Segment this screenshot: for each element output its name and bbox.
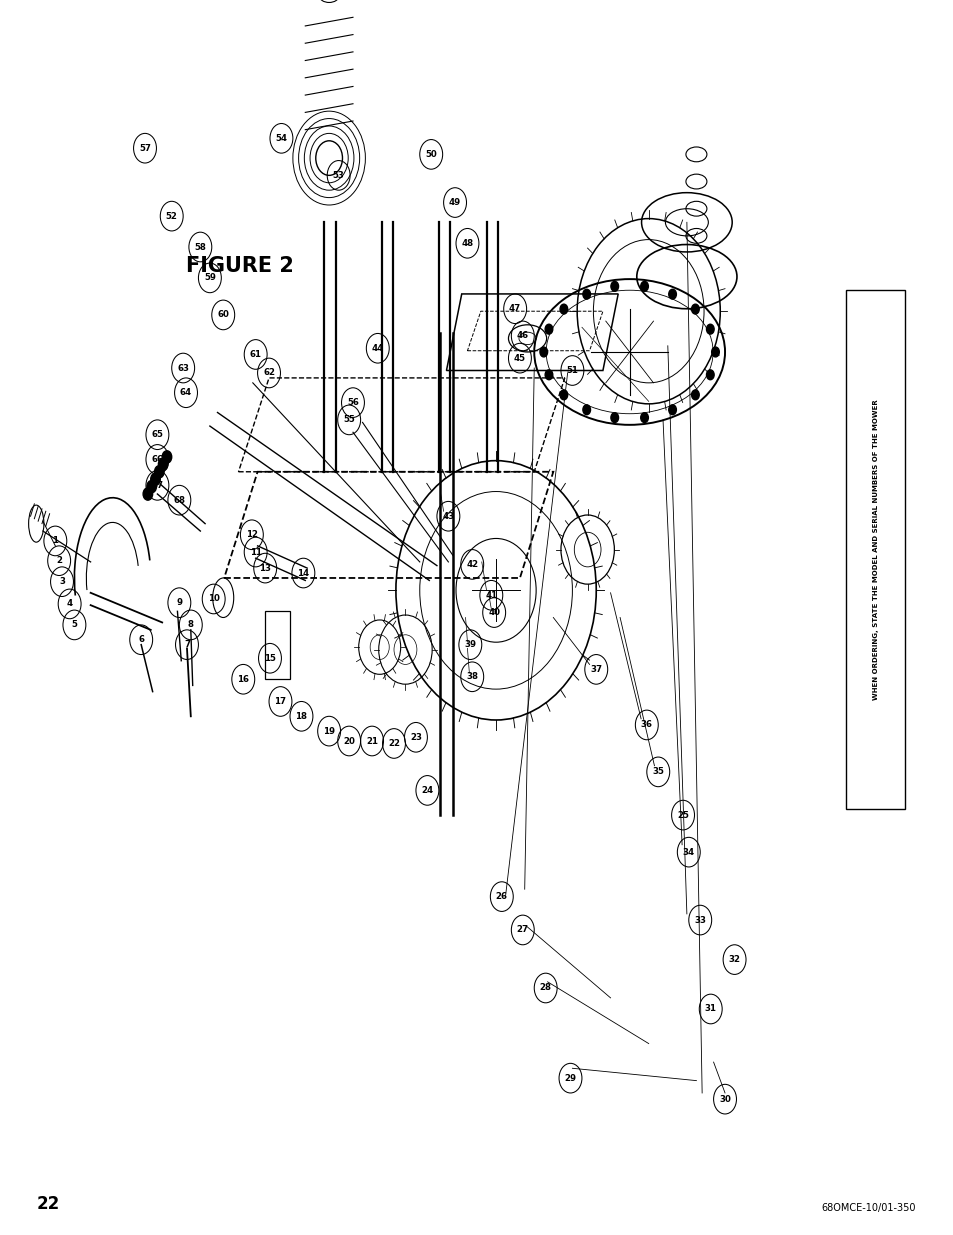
Circle shape	[640, 282, 648, 291]
Text: 41: 41	[485, 590, 497, 600]
Text: 65: 65	[152, 430, 163, 440]
Text: 13: 13	[259, 563, 271, 573]
Text: 3: 3	[59, 577, 65, 587]
Text: 24: 24	[421, 785, 433, 795]
Text: 20: 20	[343, 736, 355, 746]
Text: 32: 32	[728, 955, 740, 965]
Circle shape	[582, 405, 590, 415]
Text: WHEN ORDERING, STATE THE MODEL AND SERIAL NUMBERS OF THE MOWER: WHEN ORDERING, STATE THE MODEL AND SERIA…	[872, 399, 878, 700]
Text: 12: 12	[246, 530, 257, 540]
Text: 7: 7	[184, 640, 190, 650]
Text: 23: 23	[410, 732, 421, 742]
Text: 17: 17	[274, 697, 286, 706]
Text: 49: 49	[449, 198, 460, 207]
Circle shape	[158, 458, 168, 471]
Circle shape	[706, 325, 714, 335]
Circle shape	[544, 369, 552, 379]
Text: 63: 63	[177, 363, 189, 373]
Text: 45: 45	[514, 353, 525, 363]
Circle shape	[691, 390, 699, 400]
Text: 37: 37	[590, 664, 601, 674]
Text: 64: 64	[180, 388, 192, 398]
Circle shape	[582, 289, 590, 299]
Circle shape	[544, 325, 552, 335]
Text: 14: 14	[297, 568, 309, 578]
Circle shape	[154, 466, 164, 478]
Text: 26: 26	[496, 892, 507, 902]
Text: 48: 48	[461, 238, 473, 248]
Text: 31: 31	[704, 1004, 716, 1014]
Circle shape	[668, 405, 676, 415]
Text: 9: 9	[176, 598, 182, 608]
Circle shape	[162, 451, 172, 463]
Text: 1: 1	[52, 536, 58, 546]
Circle shape	[143, 488, 152, 500]
Text: 50: 50	[425, 149, 436, 159]
Circle shape	[706, 369, 714, 379]
Text: 59: 59	[204, 273, 215, 283]
Text: 36: 36	[640, 720, 652, 730]
Text: 39: 39	[464, 640, 476, 650]
Text: 56: 56	[347, 398, 358, 408]
Text: 67: 67	[152, 480, 163, 490]
Text: 60: 60	[217, 310, 229, 320]
Text: 25: 25	[677, 810, 688, 820]
Text: 68OMCE-10/01-350: 68OMCE-10/01-350	[821, 1203, 915, 1213]
Circle shape	[711, 347, 719, 357]
Text: 8: 8	[188, 620, 193, 630]
Text: 51: 51	[566, 366, 578, 375]
Text: FIGURE 2: FIGURE 2	[186, 256, 294, 275]
Text: 61: 61	[250, 350, 261, 359]
Text: 46: 46	[517, 331, 528, 341]
Text: 4: 4	[67, 599, 72, 609]
Text: 54: 54	[275, 133, 287, 143]
Text: 58: 58	[194, 242, 206, 252]
Circle shape	[539, 347, 547, 357]
Circle shape	[559, 390, 567, 400]
Text: 52: 52	[166, 211, 177, 221]
Text: 33: 33	[694, 915, 705, 925]
Text: 57: 57	[139, 143, 151, 153]
Circle shape	[559, 304, 567, 314]
Text: 22: 22	[388, 739, 399, 748]
Text: 27: 27	[517, 925, 528, 935]
Text: 62: 62	[263, 368, 274, 378]
Text: 55: 55	[343, 415, 355, 425]
Text: 43: 43	[442, 511, 454, 521]
Text: 29: 29	[564, 1073, 576, 1083]
Text: 28: 28	[539, 983, 551, 993]
Text: 16: 16	[237, 674, 249, 684]
Text: 21: 21	[366, 736, 377, 746]
Text: 19: 19	[323, 726, 335, 736]
Circle shape	[610, 282, 618, 291]
Circle shape	[691, 304, 699, 314]
Text: 15: 15	[264, 653, 275, 663]
Text: 44: 44	[372, 343, 383, 353]
Text: 53: 53	[333, 170, 344, 180]
Circle shape	[151, 473, 160, 485]
Text: 47: 47	[509, 304, 520, 314]
Text: 11: 11	[250, 547, 261, 557]
Text: 35: 35	[652, 767, 663, 777]
Text: 34: 34	[682, 847, 694, 857]
Text: 42: 42	[466, 559, 477, 569]
Circle shape	[668, 289, 676, 299]
Text: 5: 5	[71, 620, 77, 630]
Text: 68: 68	[173, 495, 185, 505]
Text: 6: 6	[138, 635, 144, 645]
Circle shape	[610, 412, 618, 422]
Circle shape	[640, 412, 648, 422]
Text: 40: 40	[488, 608, 499, 618]
Text: 38: 38	[466, 672, 477, 682]
Text: 2: 2	[56, 556, 62, 566]
Text: 22: 22	[36, 1194, 59, 1213]
Text: 18: 18	[295, 711, 307, 721]
Text: 10: 10	[208, 594, 219, 604]
Text: 66: 66	[152, 454, 163, 464]
Text: 30: 30	[719, 1094, 730, 1104]
Circle shape	[147, 480, 156, 493]
